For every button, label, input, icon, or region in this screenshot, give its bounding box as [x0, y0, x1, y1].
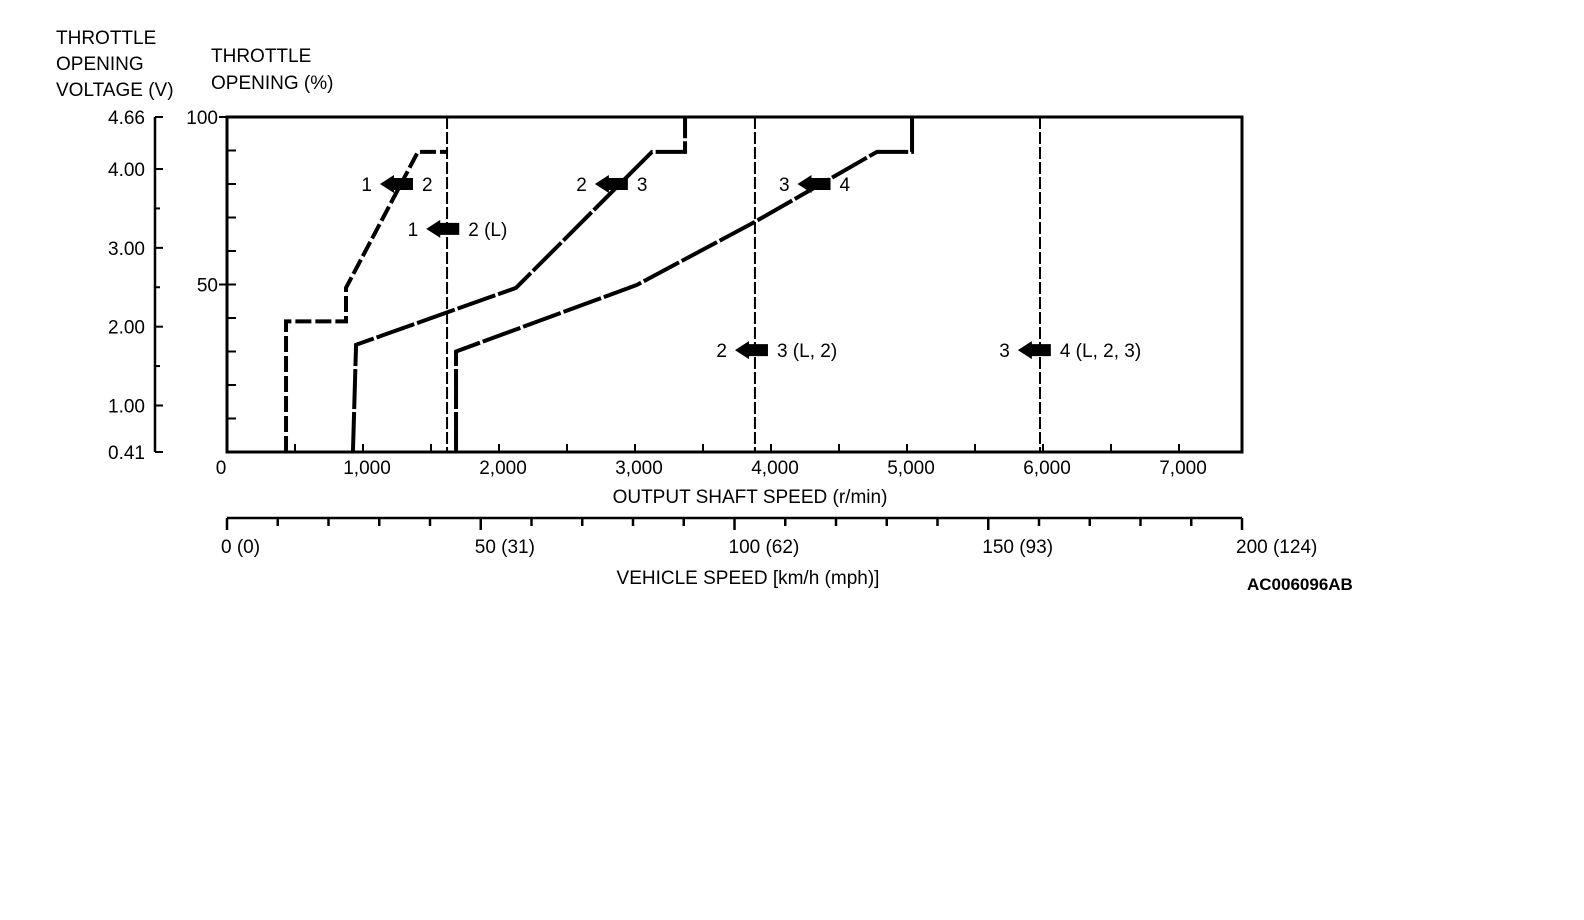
left-arrow-icon [734, 341, 768, 360]
left-arrow-icon [380, 175, 413, 193]
from-gear-label: 3 [999, 341, 1010, 362]
y-right-label-line: OPENING (%) [211, 73, 333, 94]
y-left-label-line: THROTTLE [56, 28, 156, 49]
left-arrow-icon [797, 175, 831, 193]
from-gear-label: 2 [716, 341, 727, 362]
vertical-shift-lines [446, 117, 1042, 452]
axis-ticks: 100 50 4.66 4.00 3.00 2.00 1.00 0.41 0 1,000 2,000… [108, 108, 1317, 558]
from-gear-label: 2 [576, 175, 587, 196]
voltage-tick-label: 4.00 [108, 160, 145, 181]
y-left-label: THROTTLE OPENING VOLTAGE (V) [56, 28, 174, 101]
x-tick-label: 6,000 [1023, 458, 1071, 479]
series-line-3 [454, 117, 915, 452]
x-tick-label: 7,000 [1159, 458, 1207, 479]
to-gear-label: 3 [637, 175, 648, 196]
x-tick-label: 3,000 [615, 458, 663, 479]
figure-id: AC006096AB [1247, 575, 1353, 594]
speed-tick-label: 150 (93) [982, 537, 1053, 558]
shift-arrow-annotation: 3 4 (L, 2, 3) [999, 341, 1141, 362]
x-axis-title: OUTPUT SHAFT SPEED (r/min) [613, 487, 888, 508]
to-gear-label: 4 [840, 175, 851, 196]
to-gear-label: 4 (L, 2, 3) [1060, 341, 1141, 362]
y-left-label-line: VOLTAGE (V) [56, 80, 174, 101]
x-tick-label: 4,000 [751, 458, 799, 479]
from-gear-label: 3 [779, 175, 790, 196]
voltage-tick-label: 4.66 [108, 108, 145, 129]
from-gear-label: 1 [361, 175, 372, 196]
speed-tick-label: 100 (62) [729, 537, 800, 558]
to-gear-label: 2 [422, 175, 433, 196]
voltage-tick-label: 1.00 [108, 396, 145, 417]
left-arrow-icon [594, 175, 628, 193]
x-tick-label: 2,000 [479, 458, 527, 479]
shift-annotations: 1 21 2 (L)2 3 3 42 3 (L, 2) 3 4 (L, 2, 3) [361, 175, 1141, 362]
y-right-label-line: THROTTLE [211, 46, 311, 67]
left-arrow-icon [426, 219, 460, 238]
x-tick-label: 0 [216, 458, 227, 479]
voltage-tick-label: 2.00 [108, 318, 145, 339]
to-gear-label: 3 (L, 2) [777, 341, 837, 362]
plot-area [225, 115, 1244, 454]
shift-lines [284, 117, 915, 453]
shift-arrow-annotation: 2 3 (L, 2) [716, 341, 837, 362]
voltage-tick-label: 3.00 [108, 239, 145, 260]
pct-tick-label: 50 [197, 276, 218, 297]
series-line-1 [284, 149, 448, 452]
speed-tick-label: 0 (0) [221, 537, 260, 558]
x-tick-label: 5,000 [887, 458, 935, 479]
pct-tick-label: 100 [186, 108, 218, 129]
y-right-label: THROTTLE OPENING (%) [211, 46, 333, 94]
voltage-tick-label: 0.41 [108, 443, 145, 464]
speed-axis-title: VEHICLE SPEED [km/h (mph)] [617, 568, 880, 589]
left-arrow-icon [1017, 341, 1051, 360]
y-left-label-line: OPENING [56, 54, 144, 75]
x-tick-label: 1,000 [343, 458, 391, 479]
shift-arrow-annotation: 1 2 (L) [408, 219, 507, 241]
from-gear-label: 1 [408, 220, 419, 241]
to-gear-label: 2 (L) [468, 220, 507, 241]
series-line-2 [350, 117, 688, 453]
speed-tick-label: 50 (31) [475, 537, 535, 558]
speed-tick-label: 200 (124) [1236, 537, 1317, 558]
